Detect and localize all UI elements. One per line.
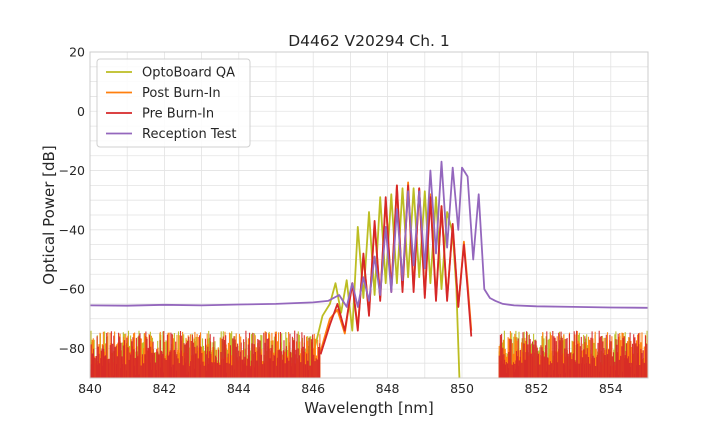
x-tick-label: 852 [524,381,548,396]
x-tick-labels: 840 842 844 846 848 850 852 854 [78,381,623,396]
y-tick-label: 20 [69,45,85,60]
y-axis-label: Optical Power [dB] [40,145,58,284]
chart-title: D4462 V20294 Ch. 1 [288,32,450,50]
y-tick-label: −80 [59,341,85,356]
y-tick-labels: 20 0 −20 −40 −60 −80 [59,45,85,356]
x-tick-label: 840 [78,381,102,396]
x-tick-label: 844 [227,381,251,396]
legend-label: Post Burn-In [142,86,221,101]
legend-label: Pre Burn-In [142,107,214,122]
x-tick-label: 854 [599,381,623,396]
legend-label: OptoBoard QA [142,66,235,81]
legend: OptoBoard QA Post Burn-In Pre Burn-In Recep… [97,59,250,147]
y-tick-label: −40 [59,222,85,237]
legend-label: Reception Test [142,127,236,142]
y-tick-label: 0 [77,104,85,119]
x-tick-label: 850 [450,381,474,396]
x-tick-label: 846 [301,381,325,396]
x-tick-label: 842 [152,381,176,396]
x-tick-label: 848 [376,381,400,396]
y-tick-label: −20 [59,163,85,178]
x-axis-label: Wavelength [nm] [304,399,434,417]
y-tick-label: −60 [59,282,85,297]
